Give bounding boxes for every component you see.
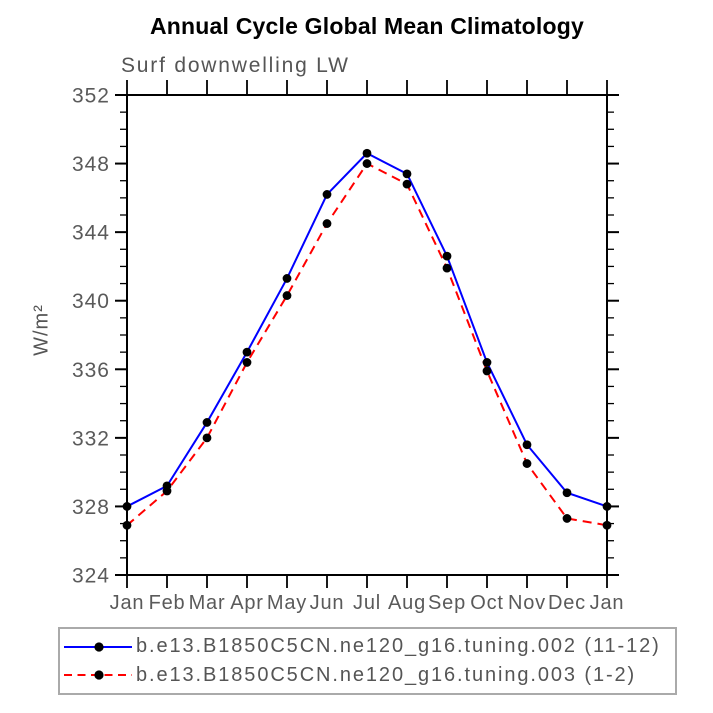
y-tick-label: 352 [72, 85, 110, 108]
chart-subtitle: Surf downwelling LW [121, 54, 350, 77]
data-point-marker [282, 274, 292, 283]
data-point-marker [242, 347, 252, 357]
data-point-marker [202, 433, 212, 443]
y-tick-label: 332 [72, 427, 110, 450]
data-point-marker [242, 358, 252, 367]
series-line-1 [126, 162, 608, 527]
data-point-marker [162, 486, 172, 496]
data-point-marker [442, 263, 452, 273]
data-point-marker [482, 366, 492, 376]
data-point-marker [322, 190, 332, 199]
x-tick-label: Dec [548, 592, 586, 614]
legend-item: b.e13.B1850C5CN.ne120_g16.tuning.003 (1-… [60, 664, 675, 686]
data-point-marker [602, 502, 612, 511]
x-tick-label: Aug [388, 592, 426, 614]
data-point-marker [362, 148, 372, 158]
x-tick-label: Jan [590, 592, 625, 614]
legend-label: b.e13.B1850C5CN.ne120_g16.tuning.002 (11… [136, 635, 661, 658]
y-tick-label: 344 [72, 222, 110, 245]
y-tick-label: 348 [72, 153, 110, 176]
y-tick-label: 340 [72, 290, 110, 313]
data-point-marker [122, 520, 132, 530]
x-tick-label: Mar [189, 592, 226, 614]
chart-title: Annual Cycle Global Mean Climatology [149, 13, 585, 39]
data-point-marker [402, 169, 412, 179]
legend: b.e13.B1850C5CN.ne120_g16.tuning.002 (11… [58, 627, 677, 695]
y-tick-label: 324 [72, 565, 110, 588]
data-point-marker [202, 418, 212, 427]
data-point-marker [362, 159, 372, 168]
legend-marker-dot [94, 670, 104, 680]
legend-line-sample [64, 670, 132, 680]
data-point-marker [482, 358, 492, 367]
x-tick-label: Oct [470, 592, 504, 614]
x-tick-label: Jul [353, 592, 381, 614]
data-point-marker [522, 440, 532, 450]
data-point-marker [562, 514, 572, 523]
data-point-marker [322, 219, 332, 228]
legend-marker-dot [94, 642, 104, 652]
legend-line-sample [64, 642, 132, 652]
axis-frame [126, 94, 608, 576]
data-point-marker [122, 502, 132, 511]
data-point-marker [522, 459, 532, 468]
y-tick-label: 328 [72, 496, 110, 519]
x-tick-label: Sep [428, 592, 466, 614]
legend-label: b.e13.B1850C5CN.ne120_g16.tuning.003 (1-… [136, 663, 637, 686]
x-tick-label: Jun [310, 592, 345, 614]
data-point-marker [562, 488, 572, 498]
data-point-marker [402, 179, 412, 189]
legend-item: b.e13.B1850C5CN.ne120_g16.tuning.002 (11… [60, 635, 675, 658]
data-point-marker [282, 291, 292, 300]
series-line-0 [126, 152, 608, 508]
data-point-marker [442, 251, 452, 261]
y-tick-label: 336 [72, 359, 110, 382]
x-tick-label: May [267, 592, 307, 614]
x-tick-label: Nov [508, 592, 546, 614]
x-tick-label: Jan [110, 592, 145, 614]
x-tick-label: Apr [230, 592, 264, 614]
x-tick-label: Feb [149, 592, 186, 614]
data-point-marker [602, 520, 612, 530]
